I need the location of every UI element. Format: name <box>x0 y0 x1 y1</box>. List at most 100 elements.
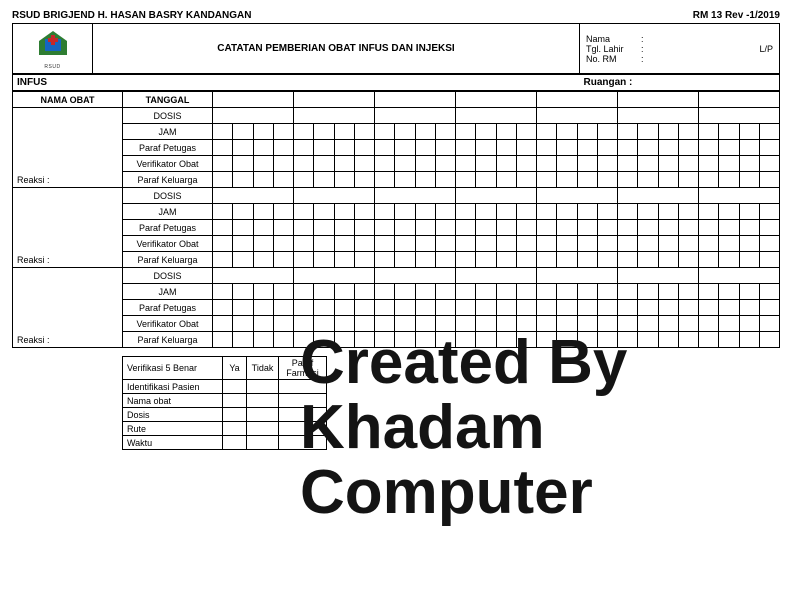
grid-cell <box>334 300 354 316</box>
grid-cell <box>375 316 395 332</box>
grid-cell <box>213 252 233 268</box>
grid-cell <box>577 236 597 252</box>
grid-cell <box>456 316 476 332</box>
grid-cell <box>658 156 678 172</box>
grid-cell <box>253 220 273 236</box>
grid-cell <box>253 284 273 300</box>
grid-cell <box>516 284 536 300</box>
grid-cell <box>395 204 415 220</box>
grid-cell <box>557 300 577 316</box>
grid-cell <box>354 252 374 268</box>
grid-cell <box>415 204 435 220</box>
grid-cell <box>577 220 597 236</box>
verif-cell <box>279 380 327 394</box>
grid-cell <box>415 156 435 172</box>
reaksi-cell: Reaksi : <box>13 108 123 188</box>
grid-cell <box>213 316 233 332</box>
grid-cell <box>618 124 638 140</box>
grid-cell <box>537 220 557 236</box>
grid-cell <box>334 316 354 332</box>
grid-cell <box>375 268 456 284</box>
grid-cell <box>253 300 273 316</box>
reaksi-cell: Reaksi : <box>13 268 123 348</box>
grid-cell <box>537 316 557 332</box>
grid-cell <box>618 188 699 204</box>
date-header <box>456 92 537 108</box>
colon: : <box>641 34 649 44</box>
grid-cell <box>537 268 618 284</box>
grid-cell <box>395 156 415 172</box>
grid-cell <box>476 140 496 156</box>
grid-cell <box>496 252 516 268</box>
grid-cell <box>516 172 536 188</box>
grid-cell <box>638 332 658 348</box>
grid-row-label: Verifikator Obat <box>123 236 213 252</box>
grid-cell <box>739 220 759 236</box>
grid-cell <box>597 236 617 252</box>
grid-cell <box>253 316 273 332</box>
grid-cell <box>618 140 638 156</box>
verif-cell <box>247 422 279 436</box>
grid-cell <box>658 332 678 348</box>
grid-cell <box>395 140 415 156</box>
grid-cell <box>516 236 536 252</box>
patient-dob-label: Tgl. Lahir <box>586 44 641 54</box>
grid-cell <box>213 188 294 204</box>
grid-cell <box>739 284 759 300</box>
grid-cell <box>759 156 779 172</box>
grid-cell <box>476 284 496 300</box>
grid-cell <box>314 156 334 172</box>
verif-cell <box>247 408 279 422</box>
grid-row-label: JAM <box>123 124 213 140</box>
grid-cell <box>273 252 293 268</box>
grid-cell <box>719 236 739 252</box>
grid-cell <box>456 284 476 300</box>
grid-cell <box>537 156 557 172</box>
grid-cell <box>699 284 719 300</box>
grid-cell <box>476 252 496 268</box>
grid-cell <box>739 124 759 140</box>
grid-cell <box>678 172 698 188</box>
grid-cell <box>537 124 557 140</box>
grid-cell <box>537 284 557 300</box>
grid-cell <box>496 220 516 236</box>
logo-caption: RSUD <box>13 64 92 70</box>
grid-cell <box>233 284 253 300</box>
grid-cell <box>719 252 739 268</box>
grid-cell <box>375 220 395 236</box>
grid-cell <box>395 316 415 332</box>
grid-cell <box>334 172 354 188</box>
grid-cell <box>658 172 678 188</box>
grid-cell <box>678 236 698 252</box>
grid-cell <box>294 252 314 268</box>
verif-row-label: Dosis <box>123 408 223 422</box>
grid-cell <box>456 108 537 124</box>
grid-cell <box>354 204 374 220</box>
verif-row-label: Nama obat <box>123 394 223 408</box>
grid-cell <box>719 300 739 316</box>
grid-cell <box>759 204 779 220</box>
grid-cell <box>658 284 678 300</box>
section-infus: INFUS <box>13 75 580 91</box>
grid-cell <box>476 220 496 236</box>
grid-cell <box>557 204 577 220</box>
verif-row-label: Waktu <box>123 436 223 450</box>
date-header <box>537 92 618 108</box>
grid-cell <box>739 172 759 188</box>
grid-cell <box>678 300 698 316</box>
grid-cell <box>699 332 719 348</box>
grid-cell <box>435 252 455 268</box>
verif-row-label: Rute <box>123 422 223 436</box>
verif-cell <box>279 422 327 436</box>
grid-cell <box>314 316 334 332</box>
grid-cell <box>658 316 678 332</box>
grid-cell <box>354 316 374 332</box>
grid-row-label: DOSIS <box>123 268 213 284</box>
grid-cell <box>638 140 658 156</box>
grid-cell <box>354 332 374 348</box>
grid-cell <box>213 300 233 316</box>
grid-cell <box>354 140 374 156</box>
grid-cell <box>334 284 354 300</box>
grid-row-label: Paraf Keluarga <box>123 172 213 188</box>
grid-cell <box>213 124 233 140</box>
